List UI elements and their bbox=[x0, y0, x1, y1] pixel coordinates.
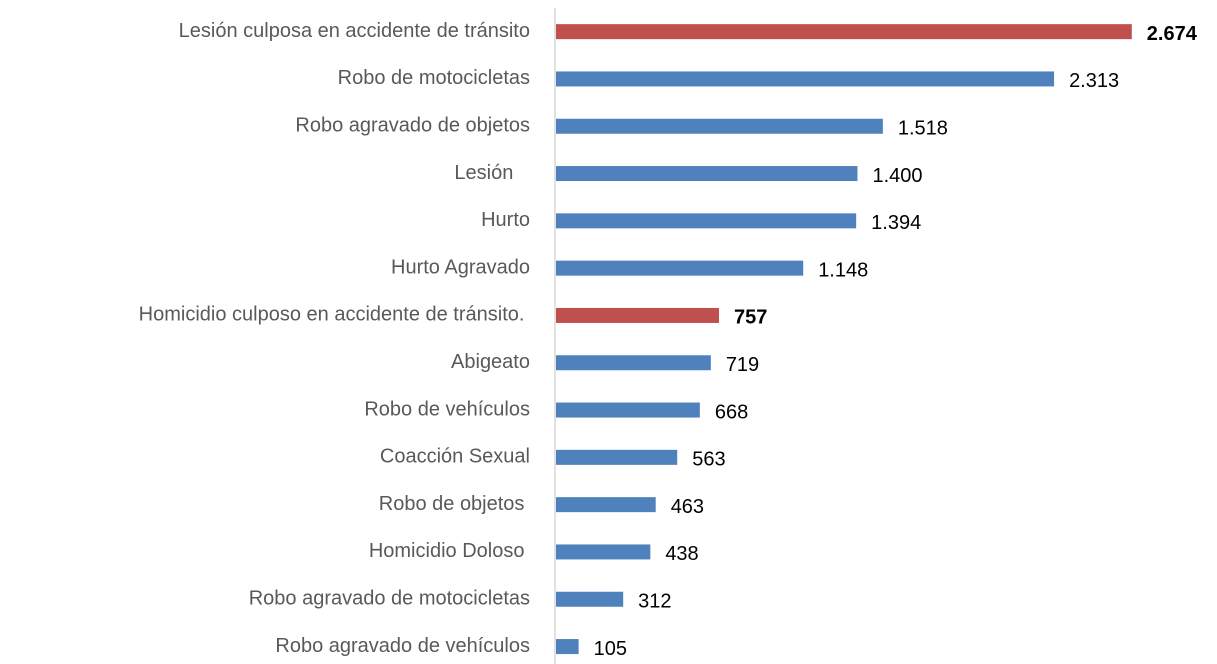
category-label: Homicidio culposo en accidente de tránsi… bbox=[139, 304, 530, 326]
category-label: Robo agravado de vehículos bbox=[275, 635, 530, 657]
bar bbox=[556, 639, 579, 655]
bar bbox=[556, 497, 656, 513]
value-label: 1.518 bbox=[898, 118, 948, 140]
bar bbox=[556, 118, 883, 134]
category-label: Lesión culposa en accidente de tránsito bbox=[179, 20, 530, 42]
value-label: 1.394 bbox=[871, 212, 921, 234]
value-label: 668 bbox=[715, 401, 748, 423]
category-label: Hurto Agravado bbox=[391, 256, 530, 278]
category-label: Coacción Sexual bbox=[380, 446, 530, 468]
value-label: 1.148 bbox=[818, 259, 868, 281]
bar bbox=[556, 166, 858, 182]
category-label: Hurto bbox=[481, 209, 530, 231]
category-label: Robo de objetos bbox=[379, 493, 530, 515]
bar bbox=[556, 24, 1132, 40]
category-label: Robo de motocicletas bbox=[338, 67, 530, 89]
value-label: 463 bbox=[671, 496, 704, 518]
bar bbox=[556, 307, 720, 323]
category-label: Homicidio Doloso bbox=[369, 540, 530, 562]
bar bbox=[556, 591, 624, 607]
value-label: 105 bbox=[594, 638, 627, 660]
category-label: Robo agravado de motocicletas bbox=[249, 588, 530, 610]
value-label: 312 bbox=[638, 591, 671, 613]
value-label: 2.313 bbox=[1069, 70, 1119, 92]
value-label: 719 bbox=[726, 354, 759, 376]
category-label: Lesión bbox=[454, 162, 530, 184]
bar bbox=[556, 260, 804, 276]
value-label: 2.674 bbox=[1147, 23, 1198, 45]
bar bbox=[556, 544, 651, 560]
value-label: 563 bbox=[692, 449, 725, 471]
value-label: 757 bbox=[734, 307, 767, 329]
bar bbox=[556, 402, 700, 418]
bar bbox=[556, 449, 678, 465]
value-label: 1.400 bbox=[872, 165, 922, 187]
bar bbox=[556, 355, 711, 371]
category-label: Robo de vehículos bbox=[364, 398, 530, 420]
category-label: Abigeato bbox=[451, 351, 530, 373]
category-label: Robo agravado de objetos bbox=[295, 115, 530, 137]
bar bbox=[556, 71, 1055, 87]
bar bbox=[556, 213, 857, 229]
value-label: 438 bbox=[665, 543, 698, 565]
